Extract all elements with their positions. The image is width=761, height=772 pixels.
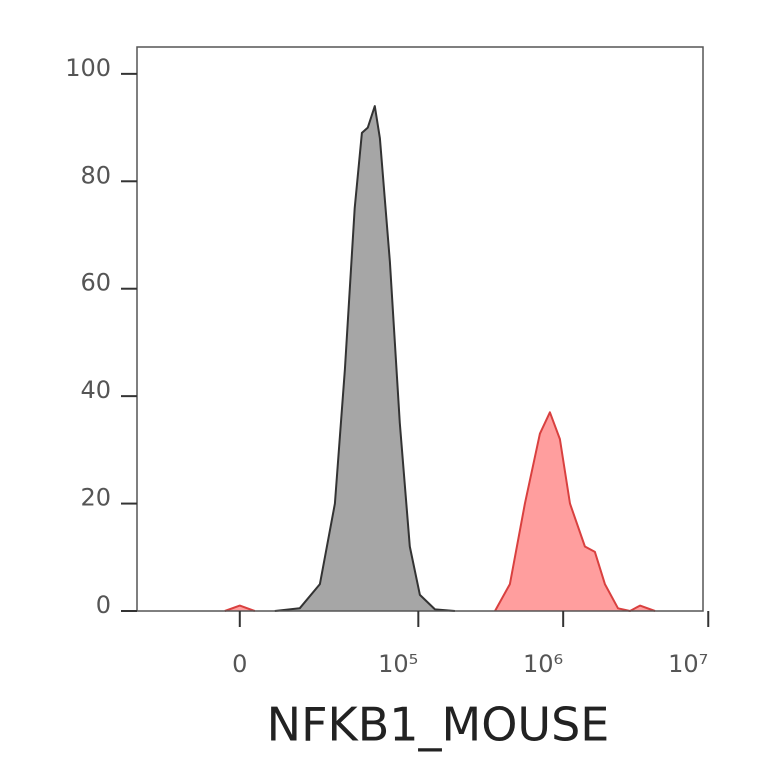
plot-frame [136, 46, 704, 612]
y-tick-label: 60 [80, 269, 111, 297]
y-tick-label: 80 [80, 161, 111, 189]
x-tick-label: 10⁵ [378, 650, 418, 678]
histogram-area [274, 105, 455, 612]
x-axis-label: NFKB1_MOUSE [267, 698, 610, 752]
x-tick-label: 0 [232, 650, 247, 678]
y-tick-label: 0 [96, 591, 111, 619]
x-tick-label: 10⁷ [668, 650, 708, 678]
x-tick-label: 10⁶ [523, 650, 563, 678]
y-tick-label: 100 [65, 54, 111, 82]
y-tick-label: 20 [80, 484, 111, 512]
y-tick-label: 40 [80, 376, 111, 404]
histogram-area [224, 411, 656, 612]
